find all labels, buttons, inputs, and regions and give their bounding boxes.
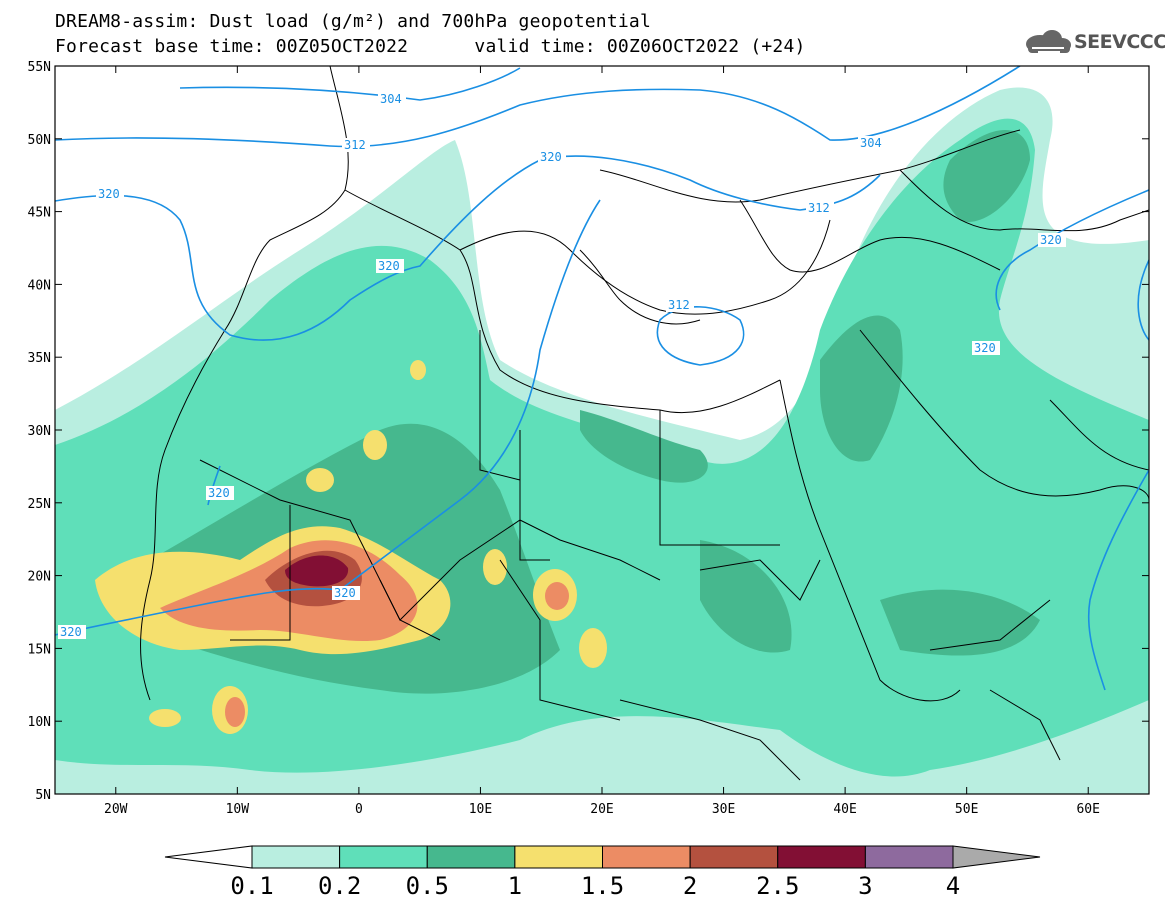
colorbar-label: 2.5 bbox=[756, 872, 800, 900]
contour-label: 312 bbox=[668, 298, 690, 312]
contour-label: 320 bbox=[1040, 233, 1062, 247]
contour-label: 320 bbox=[208, 486, 230, 500]
lat-tick-label: 5N bbox=[35, 788, 51, 803]
colorbar-under-triangle bbox=[164, 845, 253, 869]
dust-band-2.5-3 bbox=[285, 555, 349, 587]
lon-tick-label: 40E bbox=[833, 802, 856, 817]
colorbar-swatch bbox=[777, 845, 866, 869]
map-title: DREAM8-assim: Dust load (g/m²) and 700hP… bbox=[55, 11, 651, 32]
colorbar-swatch bbox=[514, 845, 603, 869]
lon-tick-label: 50E bbox=[955, 802, 978, 817]
colorbar-swatch bbox=[339, 845, 428, 869]
lat-tick-label: 10N bbox=[28, 715, 51, 730]
colorbar-label: 3 bbox=[858, 872, 873, 900]
coastlines bbox=[140, 66, 1149, 781]
colorbar-label: 1.5 bbox=[580, 872, 625, 900]
colorbar-swatch bbox=[864, 845, 954, 869]
map-subtitle: Forecast base time: 00Z05OCT2022 valid t… bbox=[55, 37, 806, 57]
colorbar-over-triangle bbox=[952, 845, 1041, 869]
contour-label: 312 bbox=[344, 138, 366, 152]
colorbar-swatch bbox=[689, 845, 779, 869]
colorbar bbox=[164, 845, 1041, 869]
colorbar-label: 0.1 bbox=[230, 872, 274, 900]
contour-labels: 304 312 320 320 320 320 320 312 304 312 … bbox=[58, 92, 1066, 639]
contour-label: 320 bbox=[540, 150, 562, 164]
lat-tick-label: 55N bbox=[28, 60, 51, 75]
contour-label: 304 bbox=[380, 92, 402, 106]
colorbar-label: 0.2 bbox=[317, 872, 362, 900]
latitude-ticks: 55N 50N 45N 40N 35N 30N 25N 20N 15N 10N 5N bbox=[28, 60, 1149, 803]
contour-label: 320 bbox=[378, 259, 400, 273]
colorbar-label: 4 bbox=[945, 872, 961, 900]
lat-tick-label: 45N bbox=[28, 206, 51, 221]
colorbar-label: 1 bbox=[507, 872, 523, 900]
lon-tick-label: 10E bbox=[469, 802, 492, 817]
contour-label: 320 bbox=[974, 341, 996, 355]
colorbar-swatch bbox=[251, 845, 341, 869]
colorbar-label: 2 bbox=[682, 872, 698, 900]
lat-tick-label: 35N bbox=[28, 351, 51, 366]
lon-tick-label: 20E bbox=[590, 802, 613, 817]
cloud-logo-icon bbox=[1026, 30, 1071, 53]
lat-tick-label: 30N bbox=[28, 424, 51, 439]
colorbar-label: 0.5 bbox=[405, 872, 449, 900]
contour-label: 320 bbox=[60, 625, 82, 639]
lat-tick-label: 25N bbox=[28, 497, 51, 512]
valid-time: valid time: 00Z06OCT2022 (+24) bbox=[474, 36, 806, 57]
lat-tick-label: 20N bbox=[28, 570, 51, 585]
contour-label: 320 bbox=[98, 187, 120, 201]
lat-tick-label: 15N bbox=[28, 642, 51, 657]
contour-label: 320 bbox=[334, 586, 356, 600]
longitude-ticks: 20W 10W 0 10E 20E 30E 40E 50E 60E bbox=[104, 66, 1100, 817]
lon-tick-label: 0 bbox=[355, 802, 363, 817]
dust-field bbox=[55, 66, 1149, 794]
forecast-base-time: Forecast base time: 00Z05OCT2022 bbox=[55, 36, 409, 57]
contour-label: 304 bbox=[860, 136, 882, 150]
lat-tick-label: 40N bbox=[28, 278, 51, 293]
colorbar-swatch bbox=[426, 845, 516, 869]
lon-tick-label: 60E bbox=[1076, 802, 1099, 817]
lon-tick-label: 10W bbox=[226, 802, 250, 817]
geopotential-contours bbox=[55, 66, 1149, 691]
lon-tick-label: 30E bbox=[712, 802, 735, 817]
logo-text: SEEVCCC bbox=[1074, 31, 1165, 53]
lon-tick-label: 20W bbox=[104, 802, 128, 817]
lat-tick-label: 50N bbox=[28, 133, 51, 148]
contour-label: 312 bbox=[808, 201, 830, 215]
colorbar-swatch bbox=[602, 845, 691, 869]
